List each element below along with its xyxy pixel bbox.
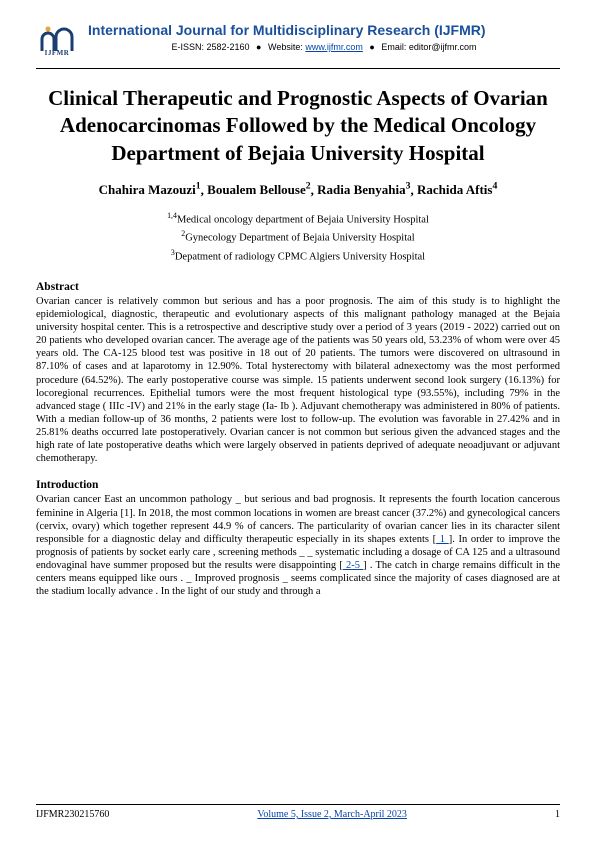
page-footer: IJFMR230215760 Volume 5, Issue 2, March-… [36,804,560,820]
footer-issue-link[interactable]: Volume 5, Issue 2, March-April 2023 [257,809,407,820]
journal-title-text: International Journal for Multidisciplin… [88,22,430,38]
header-right: International Journal for Multidisciplin… [88,20,560,52]
bullet-icon: ● [369,42,374,52]
affiliations: 1,4Medical oncology department of Bejaia… [36,210,560,265]
introduction-body: Ovarian cancer East an uncommon patholog… [36,493,560,598]
journal-header: IJFMR International Journal for Multidis… [36,20,560,69]
authors-line: Chahira Mazouzi1, Boualem Bellouse2, Rad… [36,181,560,198]
logo-label: IJFMR [45,49,70,57]
website-link[interactable]: www.ijfmr.com [305,42,363,52]
abstract-heading: Abstract [36,281,560,293]
affiliation: 3Depatment of radiology CPMC Algiers Uni… [36,247,560,265]
author: Rachida Aftis4 [417,182,497,197]
affiliation: 1,4Medical oncology department of Bejaia… [36,210,560,228]
logo-arch-icon [38,25,76,51]
article-title: Clinical Therapeutic and Prognostic Aspe… [36,85,560,167]
introduction-heading: Introduction [36,479,560,491]
ref-link-2-5[interactable]: 2-5 [343,560,363,571]
email-value: editor@ijfmr.com [409,42,477,52]
footer-id: IJFMR230215760 [36,809,109,820]
eissn-value: 2582-2160 [206,42,249,52]
author: Chahira Mazouzi1 [99,182,201,197]
eissn-label: E-ISSN: [171,42,204,52]
journal-abbr: (IJFMR) [434,22,485,38]
bullet-icon: ● [256,42,261,52]
website-label: Website: [268,42,303,52]
affiliation: 2Gynecology Department of Bejaia Univers… [36,228,560,246]
header-meta: E-ISSN: 2582-2160 ● Website: www.ijfmr.c… [88,42,560,52]
journal-title: International Journal for Multidisciplin… [88,22,560,38]
ref-link-1[interactable]: 1 [436,534,449,545]
author: Radia Benyahia3 [317,182,410,197]
email-label: Email: [381,42,406,52]
footer-page-number: 1 [555,809,560,820]
abstract-body: Ovarian cancer is relatively common but … [36,295,560,466]
journal-logo: IJFMR [36,20,78,62]
author: Boualem Bellouse2 [207,182,310,197]
